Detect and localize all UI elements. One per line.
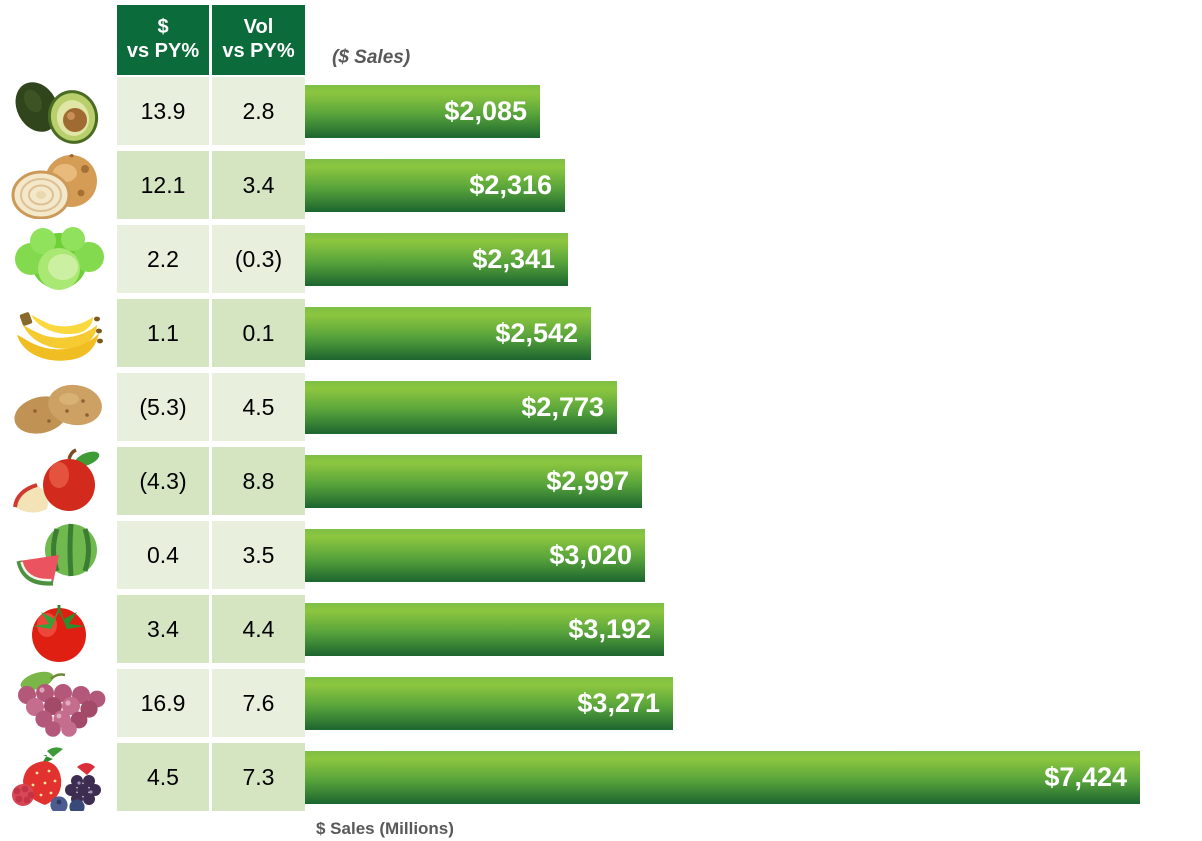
sales-bar-label: $2,316 bbox=[469, 169, 552, 200]
sales-bar-label: $3,020 bbox=[549, 539, 632, 570]
sales-bar: $2,773 bbox=[305, 380, 617, 434]
sales-bar-label: $2,341 bbox=[472, 243, 555, 274]
header-line: vs PY% bbox=[126, 40, 200, 62]
sales-bar: $3,020 bbox=[305, 528, 645, 582]
potato-icon bbox=[13, 384, 102, 434]
table-row: 2.2 (0.3) $2,341 bbox=[0, 225, 1202, 293]
sales-bar-label: $2,773 bbox=[521, 391, 604, 422]
sales-bar: $2,997 bbox=[305, 454, 642, 508]
table-row: 12.1 3.4 $2,316 bbox=[0, 151, 1202, 219]
onion-icon bbox=[11, 154, 97, 219]
chart-table: $ vs PY% Vol vs PY% ($ Sales) bbox=[0, 5, 1202, 839]
sales-bar-label: $2,085 bbox=[444, 95, 527, 126]
sales-bar: $2,085 bbox=[305, 84, 540, 138]
dollar-vs-py-value: (4.3) bbox=[117, 447, 212, 515]
vol-vs-py-value: 7.3 bbox=[212, 743, 305, 811]
vol-vs-py-value: 3.5 bbox=[212, 521, 305, 589]
table-row: 4.5 7.3 $7,424 bbox=[0, 743, 1202, 811]
vol-vs-py-value: 4.4 bbox=[212, 595, 305, 663]
table-row: (4.3) 8.8 $2,997 bbox=[0, 447, 1202, 515]
vol-vs-py-value: 0.1 bbox=[212, 299, 305, 367]
sales-bar: $3,271 bbox=[305, 676, 673, 730]
grapes-icon bbox=[17, 671, 105, 737]
dollar-vs-py-value: (5.3) bbox=[117, 373, 212, 441]
table-header: $ vs PY% Vol vs PY% ($ Sales) bbox=[0, 5, 1202, 75]
table-row: (5.3) 4.5 $2,773 bbox=[0, 373, 1202, 441]
sales-bar-label: $3,271 bbox=[577, 687, 660, 718]
dollar-vs-py-value: 0.4 bbox=[117, 521, 212, 589]
tomato-icon bbox=[31, 605, 86, 662]
table-row: 16.9 7.6 $3,271 bbox=[0, 669, 1202, 737]
icon-column-spacer bbox=[0, 5, 117, 75]
vol-vs-py-value: 8.8 bbox=[212, 447, 305, 515]
lettuce-icon bbox=[14, 227, 104, 290]
sales-bar-label: $3,192 bbox=[568, 613, 651, 644]
table-row: 1.1 0.1 $2,542 bbox=[0, 299, 1202, 367]
header-line: Vol bbox=[243, 16, 274, 39]
apple-icon bbox=[12, 448, 99, 513]
dollar-vs-py-value: 2.2 bbox=[117, 225, 212, 293]
banana-icon bbox=[16, 312, 103, 361]
x-axis-label: $ Sales (Millions) bbox=[316, 819, 454, 838]
vol-vs-py-value: (0.3) bbox=[212, 225, 305, 293]
avocado-icon bbox=[15, 82, 98, 144]
table-row: 0.4 3.5 $3,020 bbox=[0, 521, 1202, 589]
sales-axis-note: ($ Sales) bbox=[332, 47, 411, 68]
sales-bar: $2,542 bbox=[305, 306, 591, 360]
dollar-vs-py-value: 4.5 bbox=[117, 743, 212, 811]
header-line: $ bbox=[157, 16, 169, 39]
watermelon-icon bbox=[16, 523, 97, 586]
dollar-vs-py-value: 1.1 bbox=[117, 299, 212, 367]
vol-vs-py-value: 7.6 bbox=[212, 669, 305, 737]
vol-vs-py-value: 4.5 bbox=[212, 373, 305, 441]
sales-bar-label: $2,997 bbox=[546, 465, 629, 496]
vol-vs-py-value: 2.8 bbox=[212, 77, 305, 145]
dollar-vs-py-value: 12.1 bbox=[117, 151, 212, 219]
column-header-vol-vs-py: Vol vs PY% bbox=[212, 5, 305, 75]
sales-bar: $2,341 bbox=[305, 232, 568, 286]
sales-bar: $3,192 bbox=[305, 602, 664, 656]
axis-footer: $ Sales (Millions) bbox=[0, 819, 1202, 839]
sales-bar: $7,424 bbox=[305, 750, 1140, 804]
sales-bar: $2,316 bbox=[305, 158, 565, 212]
table-row: 3.4 4.4 $3,192 bbox=[0, 595, 1202, 663]
vol-vs-py-value: 3.4 bbox=[212, 151, 305, 219]
dollar-vs-py-value: 3.4 bbox=[117, 595, 212, 663]
sales-bar-label: $2,542 bbox=[495, 317, 578, 348]
dollar-vs-py-value: 13.9 bbox=[117, 77, 212, 145]
sales-bar-label: $7,424 bbox=[1044, 761, 1127, 792]
dollar-vs-py-value: 16.9 bbox=[117, 669, 212, 737]
table-row: 13.9 2.8 $2,085 bbox=[0, 77, 1202, 145]
column-header-dollar-vs-py: $ vs PY% bbox=[117, 5, 212, 75]
berries-icon bbox=[11, 747, 101, 811]
header-line: vs PY% bbox=[222, 40, 295, 62]
